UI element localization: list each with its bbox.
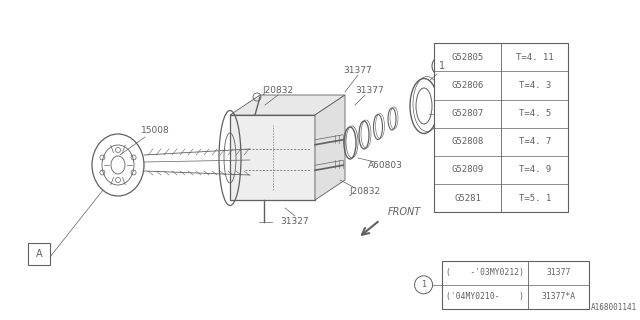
- Text: 15008: 15008: [141, 125, 170, 134]
- Text: 31377*A: 31377*A: [541, 292, 575, 301]
- Text: 1: 1: [421, 280, 426, 289]
- Text: 31327: 31327: [281, 218, 309, 227]
- FancyBboxPatch shape: [28, 243, 50, 265]
- Text: G5281: G5281: [454, 194, 481, 203]
- FancyBboxPatch shape: [442, 261, 589, 309]
- FancyBboxPatch shape: [434, 43, 568, 212]
- Text: G52807: G52807: [451, 109, 484, 118]
- Text: A: A: [36, 249, 42, 259]
- Text: T=4. 9: T=4. 9: [518, 165, 551, 174]
- Text: G52809: G52809: [451, 165, 484, 174]
- Text: ('04MY0210-    ): ('04MY0210- ): [446, 292, 524, 301]
- Text: 1: 1: [439, 61, 445, 71]
- Text: A168001141: A168001141: [591, 303, 637, 312]
- Text: 31377: 31377: [344, 66, 372, 75]
- Text: G52808: G52808: [451, 137, 484, 146]
- Text: T=5. 1: T=5. 1: [518, 194, 551, 203]
- Text: T=4. 5: T=4. 5: [518, 109, 551, 118]
- Text: J20832: J20832: [262, 85, 294, 94]
- Text: G52805: G52805: [451, 53, 484, 62]
- Text: (    -'03MY0212): ( -'03MY0212): [446, 268, 524, 277]
- Text: FRONT: FRONT: [388, 207, 421, 217]
- Polygon shape: [230, 95, 345, 115]
- Text: J20832: J20832: [349, 188, 381, 196]
- Text: G52806: G52806: [451, 81, 484, 90]
- Text: T=4. 11: T=4. 11: [516, 53, 554, 62]
- Bar: [230, 115, 315, 200]
- Text: T=4. 3: T=4. 3: [518, 81, 551, 90]
- Text: 31377: 31377: [546, 268, 571, 277]
- Text: A60803: A60803: [367, 161, 403, 170]
- Polygon shape: [315, 95, 345, 200]
- Text: T=4. 7: T=4. 7: [518, 137, 551, 146]
- Text: 31377: 31377: [356, 85, 385, 94]
